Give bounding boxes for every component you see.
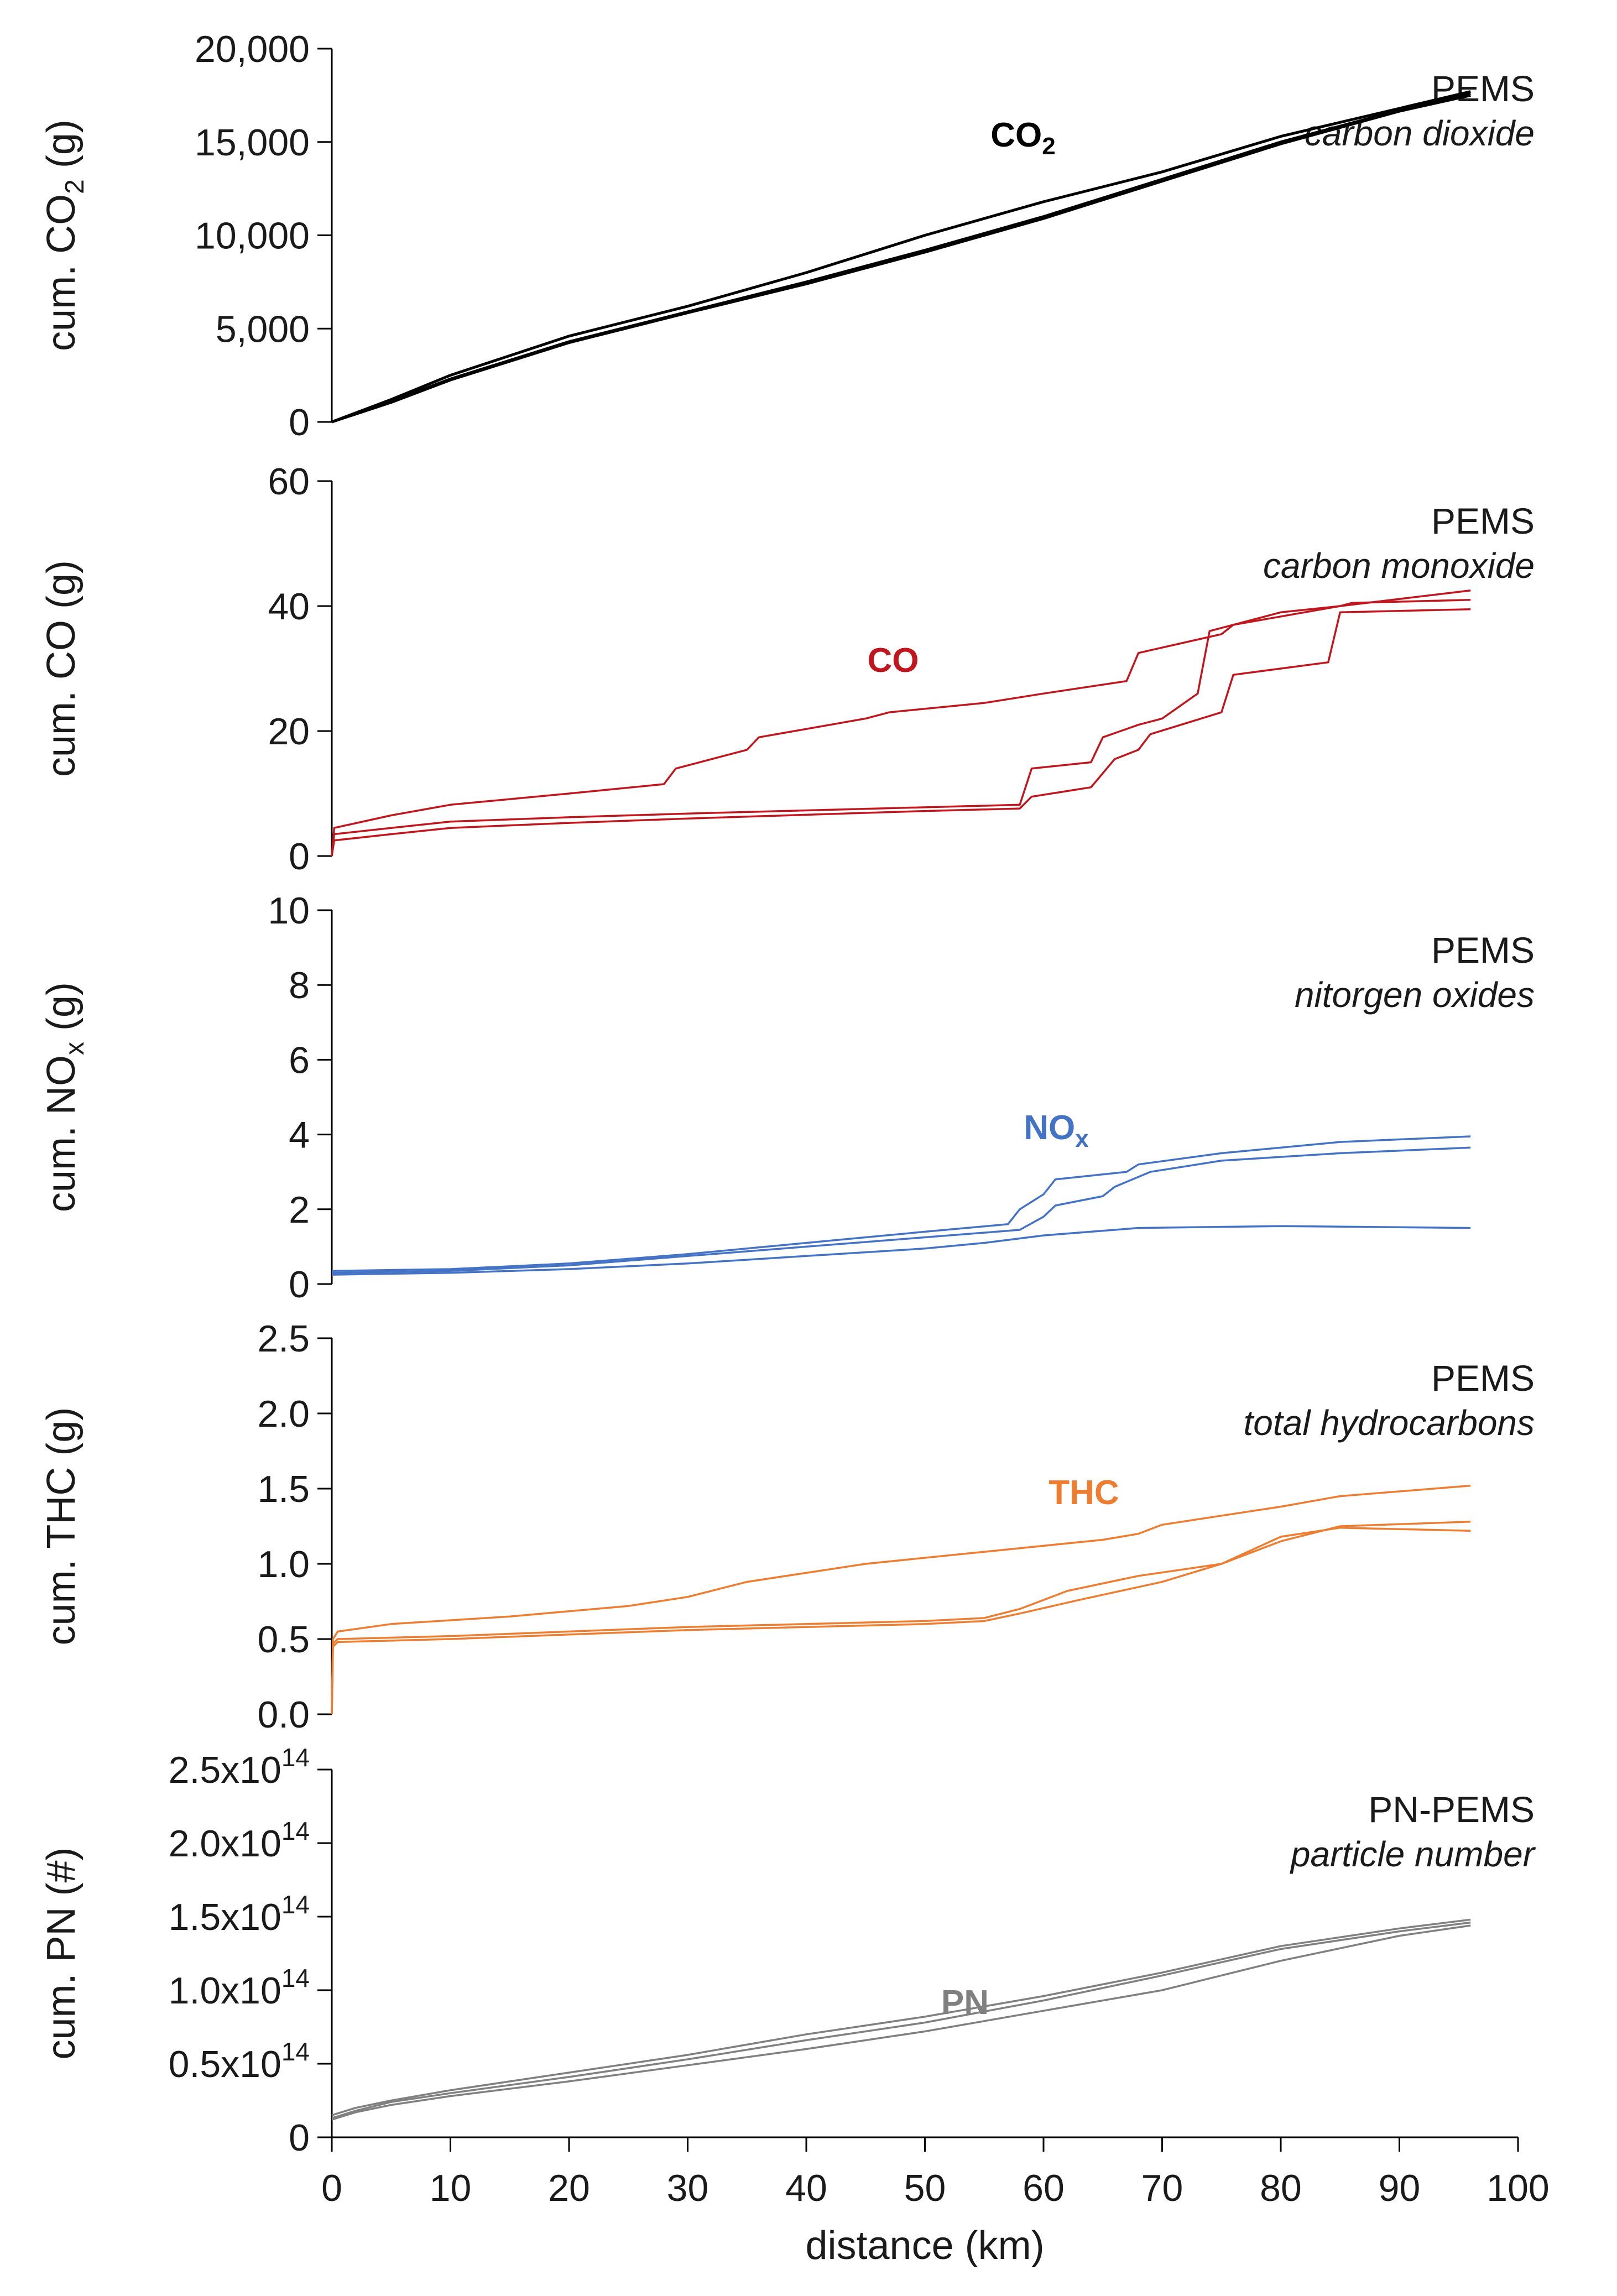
y-axis-label: cum. THC (g) [39,1407,84,1646]
instrument-label: PEMS [1431,68,1535,109]
series-line-co-1 [331,589,1471,857]
series-label: CO2 [990,116,1055,160]
y-tick-label: 1.0x1014 [169,1964,310,2012]
y-tick-label: 2.0 [257,1393,310,1435]
y-tick-label: 2.0x1014 [169,1817,310,1865]
y-tick-label: 0 [289,1264,310,1306]
x-tick-label: 80 [1260,2167,1302,2209]
x-tick-label: 60 [1023,2167,1065,2209]
panel-co2: 0 5,000 10,000 15,000 20,000 cum. CO2 (g) PEMS… [39,28,1535,443]
y-tick-label: 10 [268,890,310,932]
x-tick-label: 20 [548,2167,590,2209]
y-tick-label: 15,000 [195,122,310,164]
pollutant-label: carbon monoxide [1263,546,1535,586]
x-axis: 0 10 20 30 40 50 60 70 80 90 100 distance (km) [321,2136,1550,2268]
y-tick-label: 6 [289,1039,310,1081]
series-line-pn-1 [331,1918,1471,2116]
instrument-label: PEMS [1431,930,1535,970]
series-label: NOx [1024,1109,1089,1152]
y-tick-label: 4 [289,1114,310,1156]
y-axis-label: cum. PN (#) [39,1847,84,2059]
y-tick-label: 1.5 [257,1468,310,1510]
y-tick-label: 10,000 [195,215,310,257]
y-tick-label: 0.5x1014 [169,2037,310,2085]
y-axis-label: cum. CO2 (g) [39,119,90,351]
y-tick-label: 2.5 [257,1318,310,1360]
y-tick-label: 5,000 [216,308,310,350]
y-tick-label: 20 [268,711,310,753]
series-line-co2-1 [331,90,1471,424]
x-axis-label: distance (km) [805,2224,1044,2268]
series-line-pn-2 [331,1921,1471,2120]
y-tick-label: 0 [289,2117,310,2159]
chart-panels: 0 5,000 10,000 15,000 20,000 cum. CO2 (g) PEMS… [39,28,1536,2159]
panel-nox: 0 2 4 6 8 10 cum. NOx (g) PEMS nitorgen oxides NO… [39,890,1535,1306]
pollutant-label: carbon dioxide [1305,113,1535,153]
series-line-co-2 [331,598,1471,857]
series-label: CO [868,641,919,680]
panel-pn: 0 0.5x1014 1.0x1014 1.5x1014 2.0x1014 2.5x101… [39,1743,1536,2159]
x-tick-label: 50 [904,2167,946,2209]
series-line-thc-3 [331,1526,1471,1715]
y-axis-label: cum. NOx (g) [39,982,90,1212]
y-tick-label: 2.5x1014 [169,1743,310,1791]
series-line-nox-1 [331,1135,1471,1272]
x-tick-label: 90 [1379,2167,1421,2209]
x-tick-label: 100 [1486,2167,1549,2209]
instrument-label: PEMS [1431,500,1535,541]
series-line-nox-2 [331,1146,1471,1274]
series-line-co2-3 [331,93,1471,424]
pollutant-label: nitorgen oxides [1295,975,1535,1015]
x-tick-label: 30 [667,2167,709,2209]
y-tick-label: 40 [268,586,310,628]
x-tick-label: 70 [1141,2167,1183,2209]
panel-co: 0 20 40 60 cum. CO (g) PEMS carbon monoxide CO [39,461,1535,878]
y-tick-label: 2 [289,1189,310,1231]
pollutant-label: particle number [1290,1834,1536,1874]
y-tick-label: 1.5x1014 [169,1890,310,1938]
y-tick-label: 20,000 [195,28,310,70]
series-line-co-3 [331,608,1471,857]
y-tick-label: 0 [289,836,310,878]
y-axis-label: cum. CO (g) [39,560,84,777]
x-tick-label: 40 [785,2167,827,2209]
instrument-label: PEMS [1431,1358,1535,1399]
series-line-pn-3 [331,1924,1471,2121]
series-line-nox-3 [331,1225,1471,1276]
y-tick-label: 0.0 [257,1694,310,1736]
panel-thc: 0.0 0.5 1.0 1.5 2.0 2.5 cum. THC (g) PEMStotal … [39,1318,1535,1736]
series-label: THC [1049,1474,1119,1512]
y-tick-label: 0.5 [257,1619,310,1661]
instrument-label: PN-PEMS [1368,1789,1535,1830]
series-line-thc-1 [331,1484,1471,1715]
series-label: PN [941,1984,989,2022]
pollutant-label: total hydrocarbons [1243,1403,1535,1443]
x-tick-label: 10 [430,2167,472,2209]
x-tick-label: 0 [321,2167,342,2209]
y-tick-label: 8 [289,964,310,1006]
series-line-thc-2 [331,1521,1471,1715]
y-tick-label: 1.0 [257,1543,310,1585]
y-tick-label: 0 [289,401,310,443]
y-tick-label: 60 [268,461,310,503]
